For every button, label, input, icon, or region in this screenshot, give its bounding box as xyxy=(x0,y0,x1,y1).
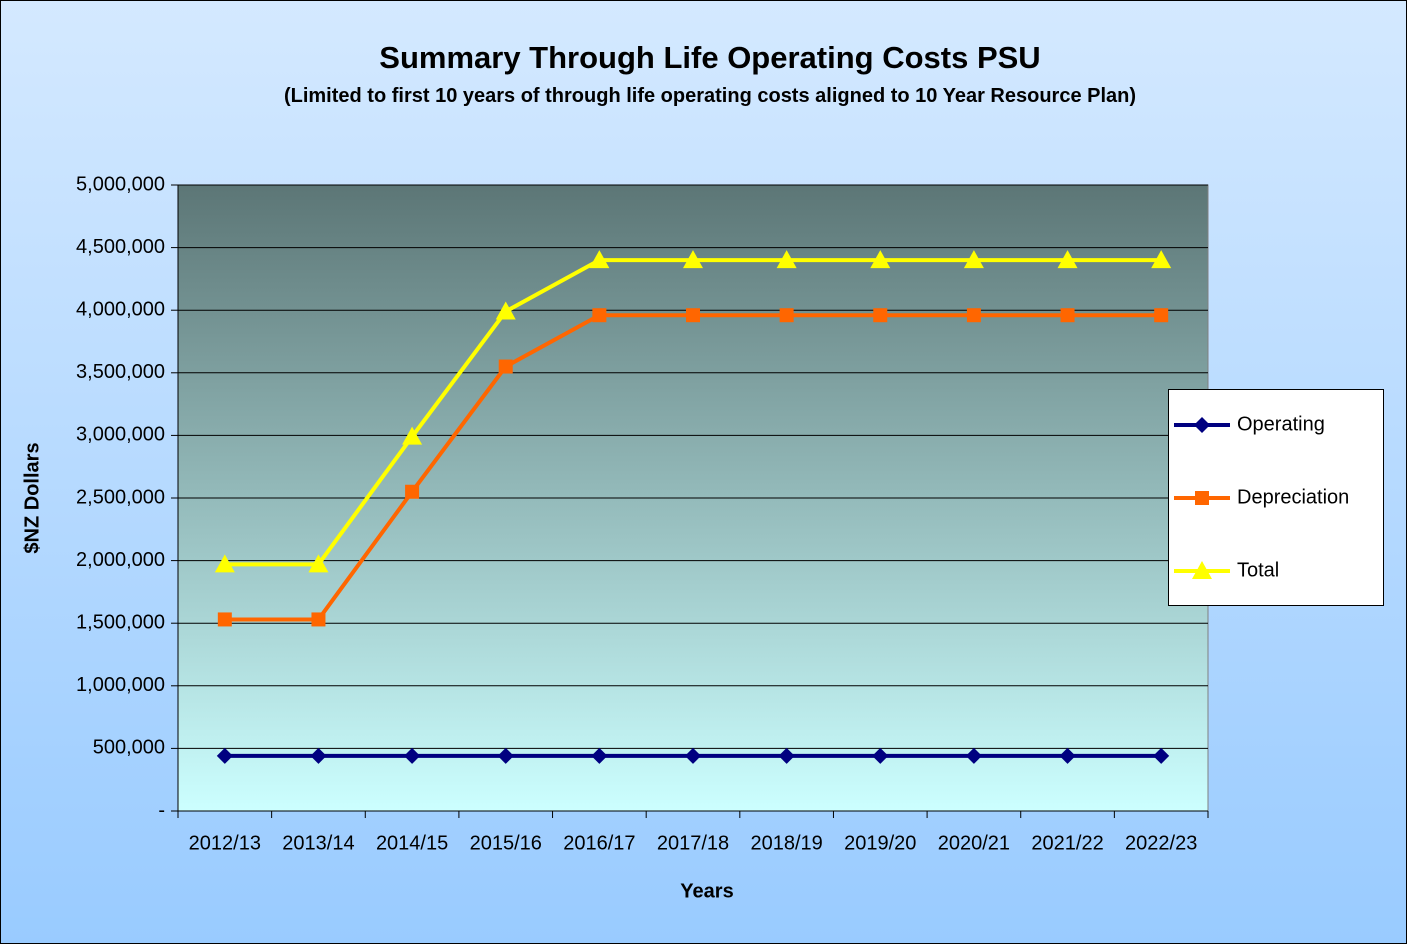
marker xyxy=(216,747,233,764)
marker xyxy=(310,747,327,764)
marker xyxy=(873,308,888,323)
x-tick-label: 2019/20 xyxy=(844,832,916,854)
marker xyxy=(686,308,700,323)
marker xyxy=(405,484,420,499)
marker xyxy=(1151,250,1172,269)
y-tick-label: 500,000 xyxy=(93,737,165,759)
marker xyxy=(495,301,516,320)
marker xyxy=(1060,308,1075,323)
marker xyxy=(217,612,232,627)
y-tick-label: 1,000,000 xyxy=(76,674,165,696)
x-tick-label: 2015/16 xyxy=(470,832,542,854)
marker xyxy=(1192,561,1212,579)
y-tick-label: 5,000,000 xyxy=(76,173,165,195)
marker xyxy=(1057,250,1078,269)
x-tick-label: 2016/17 xyxy=(563,832,635,854)
marker xyxy=(402,426,423,445)
marker xyxy=(498,359,513,374)
x-tick-label: 2014/15 xyxy=(376,832,448,854)
y-tick-label: 4,500,000 xyxy=(76,236,165,258)
x-tick-label: 2013/14 xyxy=(282,832,354,854)
y-tick-label: 2,500,000 xyxy=(76,486,165,508)
marker xyxy=(589,250,610,269)
legend-label: Operating xyxy=(1237,413,1325,435)
marker xyxy=(1195,491,1209,505)
x-tick-label: 2022/23 xyxy=(1125,832,1197,854)
marker xyxy=(965,747,982,764)
marker xyxy=(963,250,984,269)
x-tick-label: 2017/18 xyxy=(657,832,729,854)
marker xyxy=(870,250,891,269)
chart-title: Summary Through Life Operating Costs PSU xyxy=(379,40,1041,75)
marker xyxy=(778,747,795,764)
marker xyxy=(497,747,514,764)
marker xyxy=(685,747,701,764)
x-tick-label: 2018/19 xyxy=(750,832,822,854)
marker xyxy=(592,308,607,323)
y-tick-label: 3,500,000 xyxy=(76,361,165,383)
y-axis-label: $NZ Dollars xyxy=(21,442,43,553)
marker xyxy=(214,554,235,573)
marker xyxy=(404,747,421,764)
chart-subtitle: (Limited to first 10 years of through li… xyxy=(283,85,1137,107)
x-tick-label: 2020/21 xyxy=(938,832,1010,854)
marker xyxy=(1154,308,1169,323)
legend-label: Total xyxy=(1237,559,1279,581)
marker xyxy=(311,612,326,627)
x-axis-label: Years xyxy=(680,880,733,902)
y-tick-label: 2,000,000 xyxy=(76,549,165,571)
marker xyxy=(872,747,889,764)
y-tick-label: - xyxy=(158,799,165,821)
marker xyxy=(308,554,329,573)
x-tick-label: 2021/22 xyxy=(1031,832,1103,854)
marker xyxy=(779,308,794,323)
x-tick-label: 2012/13 xyxy=(189,832,261,854)
marker xyxy=(776,250,797,269)
marker xyxy=(591,747,608,764)
marker xyxy=(966,308,981,323)
marker xyxy=(1194,417,1210,433)
marker xyxy=(1059,747,1076,764)
y-tick-label: 3,000,000 xyxy=(76,424,165,446)
legend-label: Depreciation xyxy=(1237,486,1349,508)
marker xyxy=(1153,747,1170,764)
marker xyxy=(683,250,703,269)
y-tick-label: 1,500,000 xyxy=(76,611,165,633)
y-tick-label: 4,000,000 xyxy=(76,298,165,320)
